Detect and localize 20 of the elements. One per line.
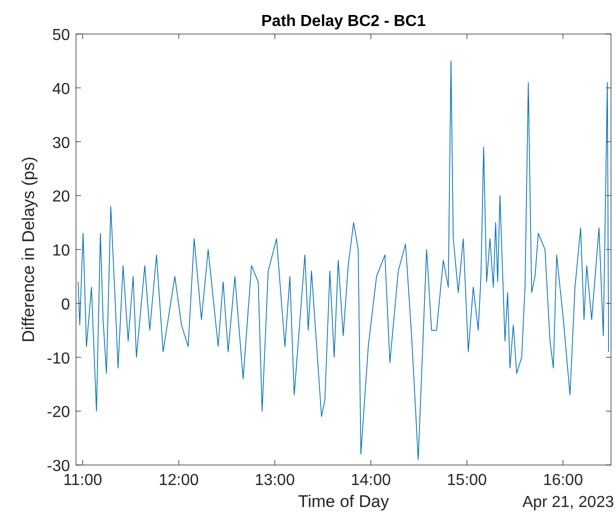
x-tick-label: 11:00 xyxy=(63,472,102,489)
y-tick-label: 40 xyxy=(52,80,70,98)
text: Apr 21, 2023 xyxy=(522,494,614,511)
x-tick-label: 14:00 xyxy=(350,472,391,489)
y-tick-label: -10 xyxy=(46,350,70,368)
y-tick-label: -30 xyxy=(46,458,70,475)
y-axis-title: Difference in Delays (ps) xyxy=(19,156,38,342)
x-tick-label: 16:00 xyxy=(542,472,584,489)
y-tick-label: 50 xyxy=(52,27,70,44)
x-tick-label: 12:00 xyxy=(158,472,199,489)
y-tick-label: 10 xyxy=(52,242,70,260)
chart-title: Path Delay BC2 - BC1 xyxy=(261,13,426,30)
line-series xyxy=(78,60,609,460)
x-tick-label: 15:00 xyxy=(446,472,488,489)
y-tick-label: 0 xyxy=(61,296,70,314)
y-tick-label: -20 xyxy=(46,404,70,422)
x-axis-title: Time of Day xyxy=(298,492,390,511)
x-tick-label: 13:00 xyxy=(254,472,295,489)
y-tick-label: 20 xyxy=(52,188,70,206)
y-tick-label: 30 xyxy=(52,134,70,152)
